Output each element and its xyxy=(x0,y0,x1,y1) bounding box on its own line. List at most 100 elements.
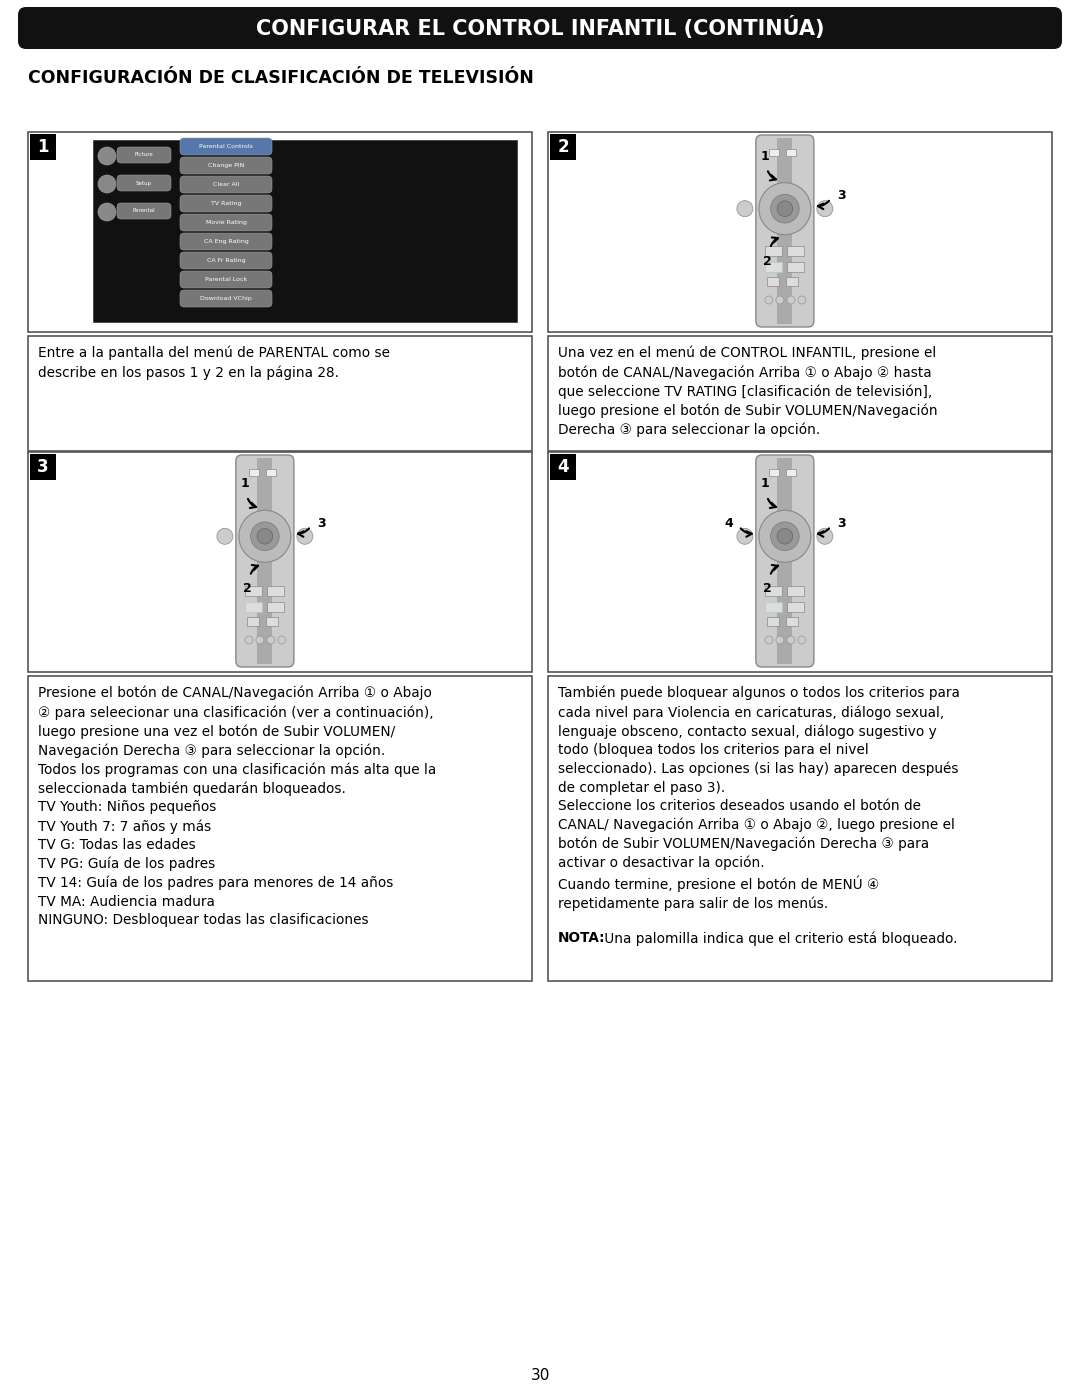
Text: CA Eng Rating: CA Eng Rating xyxy=(204,239,248,244)
Circle shape xyxy=(778,201,793,217)
Circle shape xyxy=(798,296,806,305)
FancyBboxPatch shape xyxy=(18,7,1062,49)
Bar xyxy=(787,585,804,597)
FancyBboxPatch shape xyxy=(117,175,171,191)
Bar xyxy=(30,134,56,161)
FancyBboxPatch shape xyxy=(756,455,814,666)
Bar xyxy=(550,134,576,161)
Text: Una vez en el menú de CONTROL INFANTIL, presione el
botón de CANAL/Navegación Ar: Una vez en el menú de CONTROL INFANTIL, … xyxy=(558,346,937,437)
Bar xyxy=(548,453,1052,672)
Bar xyxy=(767,277,779,286)
Text: Una palomilla indica que el criterio está bloqueado.: Una palomilla indica que el criterio est… xyxy=(600,930,958,946)
Bar xyxy=(266,617,278,626)
Bar xyxy=(245,602,261,612)
Circle shape xyxy=(787,636,795,644)
Circle shape xyxy=(239,510,291,562)
Bar xyxy=(257,458,272,664)
Circle shape xyxy=(217,528,233,545)
Circle shape xyxy=(267,636,275,644)
Circle shape xyxy=(98,203,116,221)
Circle shape xyxy=(798,636,806,644)
Bar xyxy=(267,602,284,612)
Circle shape xyxy=(759,510,811,562)
Bar xyxy=(786,617,798,626)
Bar xyxy=(765,585,782,597)
Bar xyxy=(28,131,532,332)
Text: CA Fr Rating: CA Fr Rating xyxy=(206,258,245,263)
Text: Presione el botón de CANAL/Navegación Arriba ① o Abajo
② para seleecionar una cl: Presione el botón de CANAL/Navegación Ar… xyxy=(38,686,436,926)
Bar xyxy=(787,602,804,612)
Circle shape xyxy=(297,528,313,545)
Circle shape xyxy=(787,296,795,305)
Bar xyxy=(28,676,532,981)
Text: Movie Rating: Movie Rating xyxy=(205,219,246,225)
FancyBboxPatch shape xyxy=(180,251,272,270)
Text: 30: 30 xyxy=(530,1368,550,1383)
Bar xyxy=(787,263,804,272)
Text: Parental Lock: Parental Lock xyxy=(205,277,247,282)
Circle shape xyxy=(278,636,286,644)
Text: 2: 2 xyxy=(243,583,252,595)
FancyBboxPatch shape xyxy=(180,196,272,212)
Circle shape xyxy=(737,528,753,545)
Text: Clear All: Clear All xyxy=(213,182,239,187)
Text: NOTA:: NOTA: xyxy=(558,930,606,944)
Text: 4: 4 xyxy=(724,517,733,529)
Text: Picture: Picture xyxy=(135,152,153,158)
Bar xyxy=(786,277,798,286)
Circle shape xyxy=(765,296,773,305)
Text: Parental Controls: Parental Controls xyxy=(199,144,253,149)
FancyBboxPatch shape xyxy=(180,233,272,250)
Bar xyxy=(30,454,56,481)
Circle shape xyxy=(775,636,784,644)
Circle shape xyxy=(737,201,753,217)
Circle shape xyxy=(98,147,116,165)
Bar xyxy=(266,469,275,476)
FancyBboxPatch shape xyxy=(235,455,294,666)
Text: TV Rating: TV Rating xyxy=(211,201,241,205)
Bar xyxy=(778,138,792,324)
Circle shape xyxy=(816,528,833,545)
Text: 1: 1 xyxy=(241,478,249,490)
Bar xyxy=(93,140,517,321)
Circle shape xyxy=(775,296,784,305)
Bar xyxy=(550,454,576,481)
Bar xyxy=(548,676,1052,981)
Bar xyxy=(248,469,259,476)
Text: Entre a la pantalla del menú de PARENTAL como se
describe en los pasos 1 y 2 en : Entre a la pantalla del menú de PARENTAL… xyxy=(38,346,390,380)
Bar xyxy=(548,337,1052,451)
Bar xyxy=(786,149,796,156)
Bar xyxy=(28,337,532,451)
FancyBboxPatch shape xyxy=(180,138,272,155)
Bar xyxy=(247,617,259,626)
Bar xyxy=(28,453,532,672)
FancyBboxPatch shape xyxy=(180,176,272,193)
Circle shape xyxy=(816,201,833,217)
Circle shape xyxy=(98,175,116,193)
FancyBboxPatch shape xyxy=(117,147,171,163)
Text: 2: 2 xyxy=(762,254,771,268)
Text: Change PIN: Change PIN xyxy=(207,163,244,168)
Text: 2: 2 xyxy=(762,583,771,595)
Text: También puede bloquear algunos o todos los criterios para
cada nivel para Violen: También puede bloquear algunos o todos l… xyxy=(558,686,960,911)
Circle shape xyxy=(765,636,773,644)
Text: Parental: Parental xyxy=(133,208,156,214)
FancyBboxPatch shape xyxy=(180,214,272,231)
Bar xyxy=(548,131,1052,332)
Bar xyxy=(765,263,782,272)
Text: CONFIGURAR EL CONTROL INFANTIL (CONTINÚA): CONFIGURAR EL CONTROL INFANTIL (CONTINÚA… xyxy=(256,15,824,39)
FancyBboxPatch shape xyxy=(180,291,272,307)
Circle shape xyxy=(778,528,793,543)
Bar xyxy=(769,469,779,476)
Text: 4: 4 xyxy=(557,458,569,476)
Bar xyxy=(787,246,804,256)
Circle shape xyxy=(771,522,799,550)
Bar xyxy=(769,149,779,156)
Circle shape xyxy=(759,183,811,235)
Text: 1: 1 xyxy=(760,478,769,490)
FancyBboxPatch shape xyxy=(756,136,814,327)
Text: Setup: Setup xyxy=(136,180,152,186)
Text: 3: 3 xyxy=(837,517,846,529)
Bar xyxy=(267,585,284,597)
Text: 1: 1 xyxy=(37,138,49,156)
